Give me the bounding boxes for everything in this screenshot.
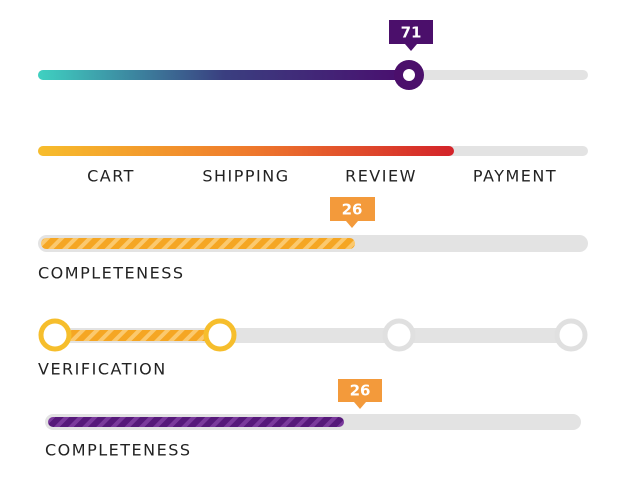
- progress-value: 26: [342, 201, 363, 219]
- progress-label: COMPLETENESS: [45, 441, 192, 460]
- progress-label: COMPLETENESS: [38, 264, 185, 283]
- tooltip: [389, 20, 433, 44]
- checkout-progress: CART SHIPPING REVIEW PAYMENT: [38, 146, 588, 186]
- step-node: [38, 318, 72, 352]
- tooltip-pointer: [405, 44, 417, 51]
- slider-knob-center: [403, 69, 415, 81]
- step-label: PAYMENT: [473, 167, 557, 186]
- verification-label: VERIFICATION: [38, 360, 167, 379]
- verification-fill: [55, 330, 220, 341]
- slider-fill: [38, 70, 410, 80]
- slider[interactable]: 71: [38, 20, 588, 90]
- step-label: SHIPPING: [202, 167, 289, 186]
- verification-progress: VERIFICATION: [38, 318, 588, 379]
- step-node: [203, 318, 237, 352]
- steps-fill: [38, 146, 454, 156]
- slider-value: 71: [401, 24, 422, 42]
- step-label: CART: [87, 167, 135, 186]
- tooltip: [330, 197, 375, 221]
- progress-value: 26: [350, 382, 371, 400]
- tooltip-pointer: [346, 221, 358, 228]
- progress-fill: [41, 238, 355, 249]
- progress-bar: 26 COMPLETENESS: [38, 197, 588, 283]
- step-label: REVIEW: [345, 167, 417, 186]
- progress-bar: 26 COMPLETENESS: [45, 379, 581, 460]
- progress-fill: [48, 417, 344, 427]
- tooltip: [338, 379, 382, 402]
- tooltip-pointer: [354, 402, 366, 409]
- step-node: [554, 318, 588, 352]
- step-node: [382, 318, 416, 352]
